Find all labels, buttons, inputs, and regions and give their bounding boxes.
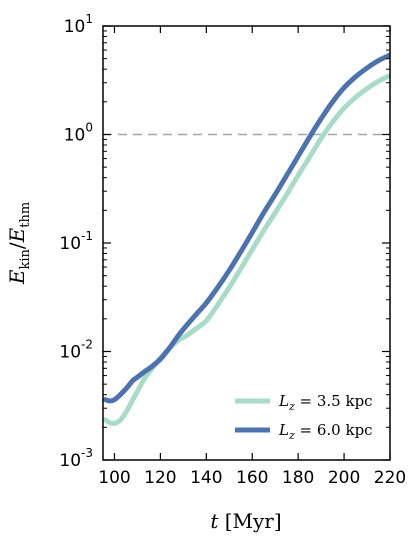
legend-label-2: Lz = 6.0 kpc bbox=[278, 421, 373, 442]
series-line-1 bbox=[103, 72, 390, 426]
x-ticks: 100 120 140 160 180 200 220 bbox=[98, 26, 406, 488]
y-tick-label: 10-3 bbox=[59, 446, 93, 471]
x-tick-label: 220 bbox=[374, 468, 406, 488]
series-layer bbox=[103, 52, 390, 426]
y-axis-label: Ekin/Ethm bbox=[5, 202, 33, 285]
x-tick-label: 100 bbox=[98, 468, 130, 488]
x-tick-label: 120 bbox=[144, 468, 176, 488]
y-tick-label: 101 bbox=[64, 12, 93, 37]
legend-label-1: Lz = 3.5 kpc bbox=[278, 392, 373, 413]
legend: Lz = 3.5 kpc Lz = 6.0 kpc bbox=[235, 392, 373, 442]
series-line-2 bbox=[103, 52, 390, 404]
x-tick-label: 180 bbox=[282, 468, 314, 488]
x-tick-label: 140 bbox=[190, 468, 222, 488]
x-tick-label: 160 bbox=[236, 468, 268, 488]
x-axis-label: t [Myr] bbox=[210, 509, 281, 533]
x-tick-label: 200 bbox=[328, 468, 360, 488]
y-ticks: 10-3 10-2 10-1 100 101 bbox=[59, 12, 390, 471]
y-tick-label: 10-2 bbox=[59, 338, 93, 363]
y-tick-label: 10-1 bbox=[59, 229, 93, 254]
y-tick-label: 100 bbox=[64, 121, 93, 146]
